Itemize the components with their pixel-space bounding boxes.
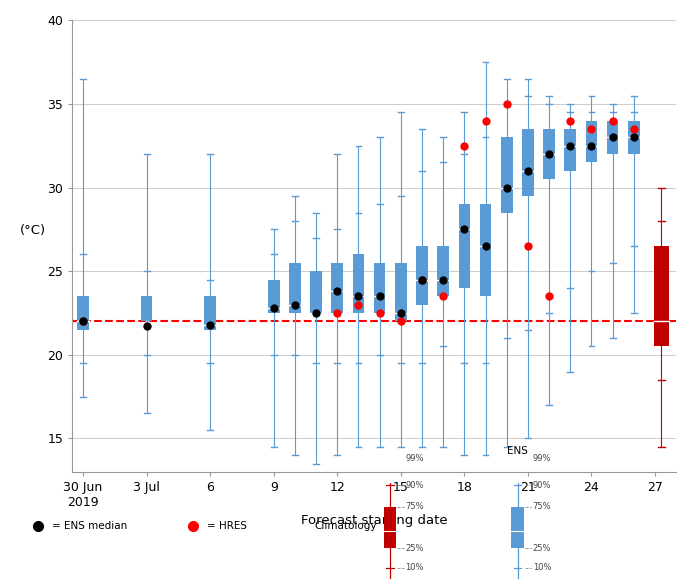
Bar	[511, 507, 524, 548]
Bar	[395, 263, 406, 321]
Bar	[654, 246, 669, 346]
Text: 99%: 99%	[405, 454, 424, 463]
Bar	[628, 120, 640, 154]
Bar	[501, 137, 513, 212]
Text: 90%: 90%	[533, 481, 551, 490]
Text: 99%: 99%	[533, 454, 551, 463]
Bar	[310, 271, 322, 313]
Bar	[480, 204, 491, 296]
Bar	[586, 120, 598, 163]
Text: Climatology: Climatology	[314, 522, 377, 532]
Bar	[353, 254, 364, 313]
Text: 75%: 75%	[533, 502, 551, 511]
Text: 75%: 75%	[405, 502, 424, 511]
X-axis label: Forecast starting date: Forecast starting date	[301, 515, 448, 527]
Bar	[204, 296, 216, 329]
Bar	[331, 263, 343, 313]
Bar	[543, 129, 555, 179]
Bar	[564, 129, 576, 171]
Bar	[374, 263, 386, 313]
Text: ENS: ENS	[507, 446, 528, 456]
Bar	[416, 246, 428, 305]
Y-axis label: (°C): (°C)	[20, 224, 46, 237]
Text: 90%: 90%	[405, 481, 424, 490]
Bar	[459, 204, 470, 288]
Text: 10%: 10%	[533, 563, 551, 573]
Bar	[384, 507, 396, 548]
Bar	[77, 296, 89, 329]
Text: = HRES: = HRES	[207, 522, 247, 532]
Bar	[607, 120, 618, 154]
Bar	[268, 280, 279, 313]
Text: 10%: 10%	[405, 563, 424, 573]
Bar	[522, 129, 534, 196]
Bar	[437, 246, 449, 296]
Text: 25%: 25%	[405, 544, 424, 552]
Text: 25%: 25%	[533, 544, 551, 552]
Text: = ENS median: = ENS median	[52, 522, 127, 532]
Bar	[141, 296, 152, 321]
Bar	[289, 263, 301, 313]
